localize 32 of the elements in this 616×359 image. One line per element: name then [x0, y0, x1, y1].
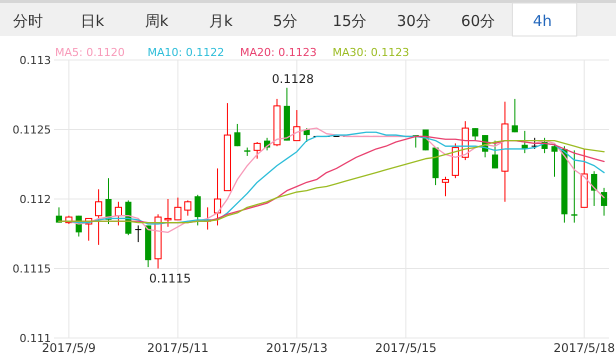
- candlestick: [214, 168, 222, 226]
- candlestick: [293, 110, 300, 142]
- candlestick: [472, 128, 478, 142]
- candlestick: [95, 188, 102, 246]
- x-tick-label: 2017/5/13: [266, 341, 328, 355]
- candlestick: [492, 140, 498, 169]
- candlestick: [442, 176, 450, 197]
- candlestick: [600, 187, 608, 216]
- candlestick: [234, 123, 240, 147]
- candlestick: [184, 200, 192, 216]
- candlestick: [134, 224, 142, 243]
- x-tick-label: 2017/5/11: [147, 341, 209, 355]
- candlestick: [194, 194, 201, 226]
- y-tick-label: 0.1125: [12, 124, 51, 136]
- y-tick-label: 0.1115: [12, 262, 51, 276]
- y-tick-label: 0.113: [20, 54, 51, 67]
- candlestick: [512, 98, 518, 133]
- text: MA30: 0.1123: [332, 46, 410, 59]
- candlestick: [254, 142, 261, 160]
- y-tick-label: 0.112: [20, 193, 51, 206]
- candlestick: [164, 198, 172, 228]
- text: MA10: 0.1122: [148, 46, 224, 59]
- text: MA5: 0.1120: [55, 46, 125, 59]
- x-tick-label: 2017/5/9: [42, 341, 96, 355]
- candlestick: [304, 128, 310, 143]
- annotation: 0.1128: [272, 72, 314, 86]
- x-tick-label: 2017/5/15: [375, 341, 437, 355]
- annotation: 0.1115: [149, 272, 192, 286]
- text: MA20: 0.1123: [240, 46, 317, 59]
- x-tick-label: 2017/5/18: [553, 341, 615, 355]
- tabs: 分时 日k 周k 月k 5分 15分 30分 60分 4h: [0, 0, 616, 36]
- candlestick: [174, 197, 182, 220]
